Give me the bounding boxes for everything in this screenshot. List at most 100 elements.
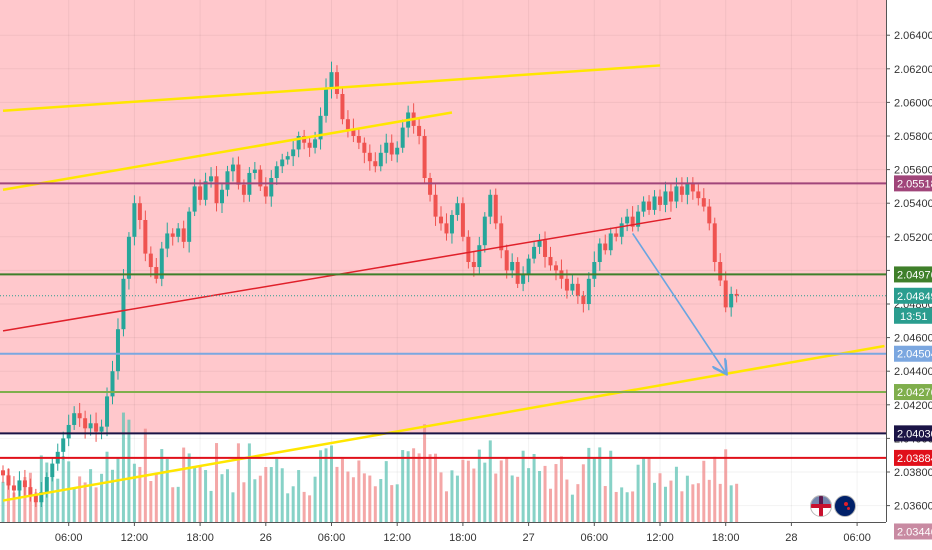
candle-body [444, 223, 449, 234]
candle-body [389, 142, 394, 155]
candle-body [532, 246, 537, 259]
volume-bar [105, 451, 109, 522]
level-tag-bg [894, 175, 932, 192]
candle-body [647, 201, 652, 210]
candle-body [395, 147, 400, 155]
volume-bar [111, 469, 114, 522]
candle-body [723, 280, 728, 308]
candle-body [701, 198, 706, 207]
candle-body [307, 142, 312, 148]
candle-body [143, 220, 148, 254]
volume-bar [669, 480, 673, 522]
candle-body [548, 256, 553, 266]
volume-bar [401, 450, 405, 522]
candle-body [110, 371, 115, 397]
volume-bar [269, 467, 273, 522]
candle-body [252, 169, 257, 173]
time-axis[interactable]: 06:00 12:00 18:00 26 06:00 12:00 18:00 27 06:00 1… [0, 522, 886, 550]
volume-bar [417, 453, 421, 522]
candle-body [44, 477, 49, 493]
volume-bar [559, 456, 563, 522]
candle-body [625, 216, 630, 224]
candle-body [334, 72, 339, 94]
volume-bar [121, 412, 125, 522]
volume-bar [6, 468, 10, 522]
candle-body [105, 396, 110, 427]
volume-bar [127, 419, 131, 522]
candle-body [471, 262, 476, 268]
candle-body [636, 211, 641, 227]
volume-bar [204, 470, 208, 522]
candle-body [510, 262, 515, 271]
volume-bar [696, 483, 700, 522]
candle-body [22, 480, 27, 488]
volume-bar [330, 445, 333, 522]
price-tick-label: 2.03600 [894, 501, 932, 513]
candle-body [214, 176, 219, 204]
candle-body [422, 136, 427, 178]
candle-body [696, 191, 701, 199]
candle-body [663, 191, 668, 205]
price-tick-label: 2.03800 [894, 467, 932, 479]
volume-bar [461, 459, 465, 522]
candle-body [553, 265, 558, 271]
volume-bar [231, 492, 235, 522]
volume-bar [297, 470, 301, 522]
price-tick-label: 2.05400 [894, 198, 932, 210]
candle-body [679, 186, 684, 195]
candle-body [718, 262, 723, 281]
volume-bar [450, 470, 454, 522]
candle-body [269, 178, 274, 197]
volume-bar [565, 479, 569, 522]
volume-bar [395, 484, 399, 522]
time-tick-label: 12:00 [383, 532, 411, 544]
volume-bar [346, 471, 350, 522]
level-tag: 2.04030 [897, 428, 932, 440]
plot-area[interactable] [0, 0, 886, 539]
candle-body [674, 186, 679, 202]
volume-bar [12, 492, 16, 522]
volume-bar [160, 449, 164, 522]
time-tick-label: 26 [260, 532, 272, 544]
candle-body [72, 413, 77, 425]
volume-bar [598, 447, 602, 522]
time-tick-label: 06:00 [581, 532, 609, 544]
candle-body [280, 159, 285, 167]
candle-body [274, 166, 279, 178]
uk-flag-icon[interactable] [810, 495, 832, 517]
volume-bar [685, 475, 689, 522]
volume-bar [428, 454, 432, 522]
candle-body [165, 233, 170, 249]
candle-body [126, 236, 131, 279]
candle-body [258, 169, 263, 187]
volume-bar [532, 454, 536, 522]
candle-body [302, 136, 307, 143]
volume-bar [729, 485, 733, 522]
level-tag-bg [894, 384, 932, 401]
candle-body [28, 487, 33, 496]
candle-body [570, 283, 575, 291]
nz-flag-icon[interactable] [834, 495, 856, 517]
candle-body [439, 216, 443, 224]
candle-body [499, 223, 504, 251]
current-price-tag-bg [894, 287, 932, 304]
candle-body [159, 248, 164, 279]
volume-bar [209, 490, 213, 522]
candle-body [192, 186, 197, 212]
volume-bar [247, 443, 251, 522]
volume-bar [275, 458, 279, 522]
time-tick-label: 12:00 [646, 532, 674, 544]
candle-body [1, 470, 5, 476]
level-tag: 2.04976 [897, 269, 932, 281]
volume-bar [236, 443, 240, 522]
candle-body [351, 129, 356, 136]
candle-body [482, 216, 487, 246]
volume-bar [154, 473, 158, 522]
volume-bar [72, 487, 76, 522]
price-tick-label: 2.04200 [894, 400, 932, 412]
candle-body [597, 243, 602, 262]
volume-bar [680, 491, 684, 522]
price-tags: 2.05518 2.04976 2.04504 2.04276 2.04030 2.038… [894, 175, 932, 540]
